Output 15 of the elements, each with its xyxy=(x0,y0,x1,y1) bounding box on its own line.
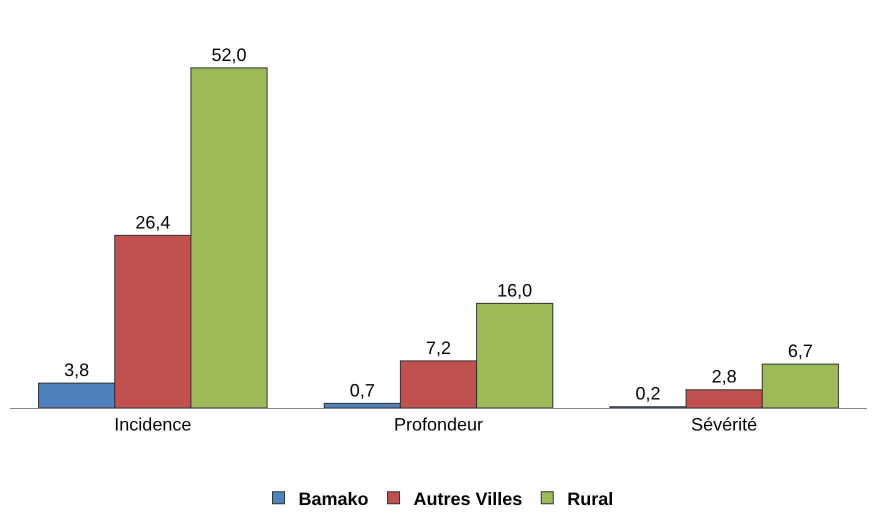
data-label: 7,2 xyxy=(426,338,452,358)
data-label: 26,4 xyxy=(135,212,170,232)
data-label: 2,8 xyxy=(712,366,737,387)
data-label: 6,7 xyxy=(788,341,813,362)
data-label: 3,8 xyxy=(64,360,90,380)
legend-label: Bamako xyxy=(298,488,369,509)
legend-label: Autres Villes xyxy=(414,488,522,509)
data-label: 52,0 xyxy=(211,44,247,65)
x-tick-label: Sévérité xyxy=(691,414,758,435)
x-tick-label: Incidence xyxy=(114,414,192,435)
data-label: 0,2 xyxy=(635,384,661,404)
legend-label: Rural xyxy=(567,488,614,509)
x-tick-label: Profondeur xyxy=(394,414,484,435)
data-label: 0,7 xyxy=(350,380,375,400)
data-label: 16,0 xyxy=(497,280,532,300)
